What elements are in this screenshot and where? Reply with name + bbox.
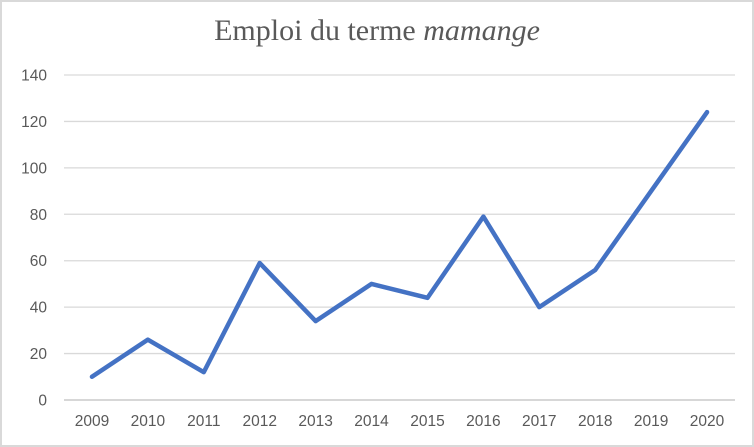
x-tick-label-2016: 2016: [466, 413, 500, 430]
x-tick-label-2019: 2019: [634, 413, 668, 430]
y-tick-label-40: 40: [30, 300, 48, 317]
x-tick-label-2018: 2018: [578, 413, 612, 430]
y-tick-label-60: 60: [30, 253, 48, 270]
y-tick-label-0: 0: [38, 393, 47, 410]
x-tick-label-2013: 2013: [298, 413, 332, 430]
y-tick-label-140: 140: [21, 68, 47, 85]
x-tick-label-2020: 2020: [690, 413, 725, 430]
chart-title-italic-text: mamange: [423, 14, 540, 47]
y-tick-label-100: 100: [21, 160, 47, 177]
y-tick-label-20: 20: [30, 346, 48, 363]
chart-title-regular-text: Emploi du terme: [214, 14, 424, 47]
y-tick-label-120: 120: [21, 114, 47, 131]
x-tick-label-2012: 2012: [242, 413, 276, 430]
x-tick-label-2009: 2009: [75, 413, 109, 430]
x-tick-label-2011: 2011: [187, 413, 220, 430]
x-tick-label-2014: 2014: [354, 413, 389, 430]
data-line-series-0: [89, 109, 710, 380]
chart-title: Emploi du terme mamange: [2, 12, 752, 50]
x-tick-label-2017: 2017: [522, 413, 556, 430]
x-tick-label-2015: 2015: [410, 413, 444, 430]
y-tick-label-80: 80: [30, 207, 48, 224]
x-tick-label-2010: 2010: [131, 413, 166, 430]
